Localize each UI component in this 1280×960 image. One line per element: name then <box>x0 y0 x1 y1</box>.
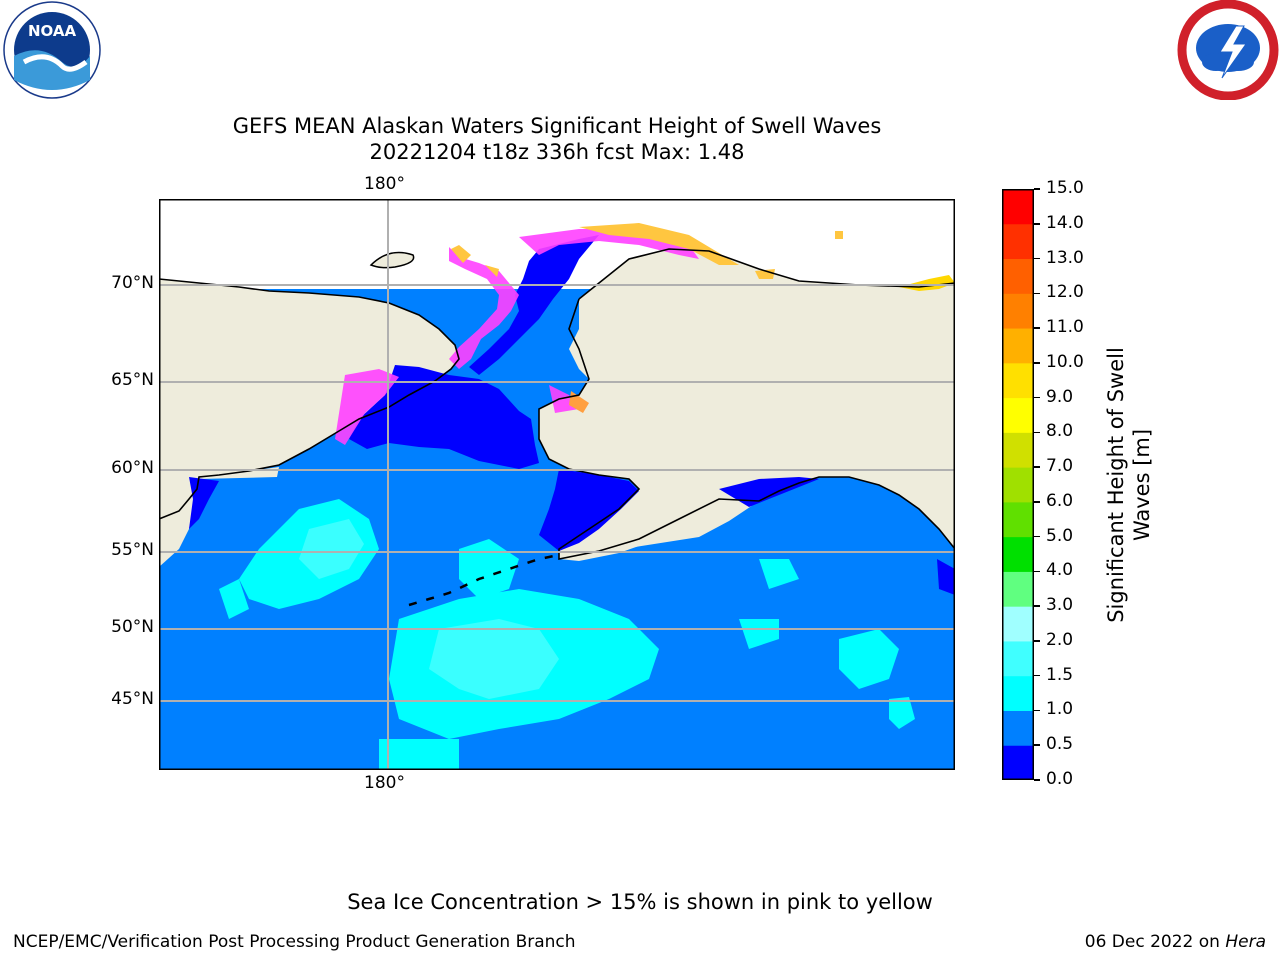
land-alaska <box>539 249 955 559</box>
lat-label-65: 65°N <box>111 370 154 390</box>
colorbar-swatch <box>1002 467 1034 503</box>
colorbar-tick <box>1034 431 1040 434</box>
colorbar-tick <box>1034 640 1040 642</box>
colorbar-tick-label: 4.0 <box>1046 560 1074 581</box>
colorbar-tick-label: 2.0 <box>1046 629 1074 650</box>
colorbar-tick-label: 1.5 <box>1046 664 1074 685</box>
colorbar-swatch <box>1002 432 1034 468</box>
colorbar-swatch <box>1002 397 1034 433</box>
lon-label-top: 180° <box>364 174 405 194</box>
swell-height-map <box>159 199 955 770</box>
footer-date-text: 06 Dec 2022 on <box>1084 932 1226 952</box>
colorbar-tick-label: 13.0 <box>1046 247 1084 268</box>
noaa-logo: NOAA <box>0 0 104 104</box>
footer-host: Hera <box>1225 932 1266 952</box>
colorbar-tick <box>1034 779 1040 781</box>
colorbar-tick-label: 8.0 <box>1046 421 1074 442</box>
colorbar-tick <box>1034 292 1040 295</box>
colorbar-tick <box>1034 674 1040 677</box>
colorbar-swatch <box>1002 501 1034 538</box>
nws-logo <box>1176 0 1280 101</box>
lat-label-55: 55°N <box>111 540 154 560</box>
colorbar-swatches <box>1002 189 1034 781</box>
colorbar-title: Significant Height of Swell Waves [m] <box>1103 347 1155 623</box>
lat-label-45: 45°N <box>111 689 154 709</box>
colorbar-tick-label: 3.0 <box>1046 595 1074 616</box>
chart-title: GEFS MEAN Alaskan Waters Significant Hei… <box>0 113 1114 165</box>
colorbar-tick-label: 7.0 <box>1046 456 1074 477</box>
colorbar-swatch <box>1002 293 1034 329</box>
sea-ice-note: Sea Ice Concentration > 15% is shown in … <box>347 890 933 914</box>
colorbar-title-line-1: Significant Height of Swell <box>1104 347 1128 623</box>
colorbar-tick-label: 15.0 <box>1046 178 1084 198</box>
colorbar-swatch <box>1002 640 1034 677</box>
colorbar-tick <box>1034 535 1040 538</box>
colorbar-swatch <box>1002 258 1034 294</box>
map-gridlines <box>159 199 955 770</box>
map-frame <box>159 199 955 770</box>
land-siberia <box>159 279 459 519</box>
colorbar-title-line-2: Waves [m] <box>1130 428 1154 542</box>
colorbar-tick-label: 11.0 <box>1046 317 1084 338</box>
colorbar-swatch <box>1002 362 1034 399</box>
colorbar-swatch <box>1002 328 1034 364</box>
nws-emblem-icon <box>1177 0 1279 101</box>
colorbar-tick-label: 0.0 <box>1046 769 1074 789</box>
colorbar-tick <box>1034 744 1040 746</box>
colorbar-swatch <box>1002 536 1034 572</box>
colorbar-tick-label: 1.0 <box>1046 699 1074 720</box>
high-swell-region <box>219 499 915 770</box>
noaa-emblem-icon: NOAA <box>3 1 101 99</box>
colorbar-tick-label: 6.0 <box>1046 490 1074 511</box>
colorbar-tick-label: 12.0 <box>1046 282 1084 303</box>
colorbar-swatch <box>1002 675 1034 711</box>
colorbar-tick-label: 5.0 <box>1046 525 1074 546</box>
colorbar-tick <box>1034 570 1040 573</box>
colorbar-tick <box>1034 605 1040 607</box>
lon-label-bottom: 180° <box>364 773 405 793</box>
colorbar-tick-label: 10.0 <box>1046 351 1084 372</box>
colorbar-tick-label: 14.0 <box>1046 212 1084 233</box>
colorbar-tick <box>1034 501 1040 503</box>
colorbar-swatch <box>1002 571 1034 607</box>
colorbar-tick <box>1034 327 1040 329</box>
colorbar-swatch <box>1002 223 1034 260</box>
colorbar-tick <box>1034 396 1040 399</box>
colorbar-tick <box>1034 466 1040 468</box>
colorbar-tick <box>1034 709 1040 712</box>
colorbar-swatch <box>1002 189 1034 225</box>
colorbar-tick <box>1034 223 1040 225</box>
colorbar <box>1002 189 1034 781</box>
lat-label-50: 50°N <box>111 617 154 637</box>
colorbar-tick <box>1034 257 1040 260</box>
colorbar-tick-labels: 0.0 0.5 1.0 1.5 2.0 3.0 4.0 5.0 6.0 7.0 8.0 9.0 10.0… <box>1034 178 1104 789</box>
lat-label-70: 70°N <box>111 273 154 293</box>
title-line-1: GEFS MEAN Alaskan Waters Significant Hei… <box>232 114 882 138</box>
map-panel <box>159 199 955 770</box>
colorbar-frame <box>1002 189 1034 780</box>
noaa-text: NOAA <box>28 22 77 40</box>
colorbar-tick-label: 9.0 <box>1046 386 1074 407</box>
colorbar-tick <box>1034 362 1040 364</box>
lat-label-60: 60°N <box>111 458 154 478</box>
footer-credit: NCEP/EMC/Verification Post Processing Pr… <box>13 932 576 952</box>
colorbar-swatch <box>1002 745 1034 781</box>
footer-date: 06 Dec 2022 on Hera <box>1085 932 1266 952</box>
low-swell-region <box>189 235 955 595</box>
title-line-2: 20221204 t18z 336h fcst Max: 1.48 <box>369 140 745 164</box>
colorbar-swatch <box>1002 606 1034 642</box>
colorbar-swatch <box>1002 710 1034 746</box>
colorbar-tick <box>1034 188 1040 190</box>
colorbar-tick-label: 0.5 <box>1046 734 1074 755</box>
